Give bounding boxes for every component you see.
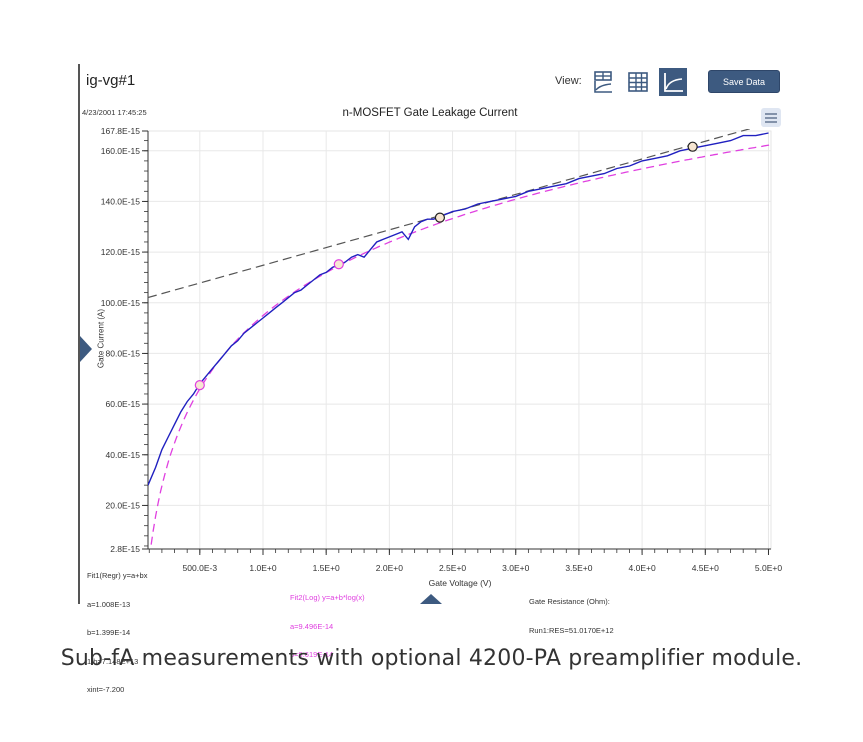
- graph-icon: [664, 73, 683, 92]
- y-tick-label: 160.0E-15: [101, 146, 140, 156]
- y-axis-label: Gate Current (A): [96, 308, 106, 369]
- fit1-annotation: Fit1(Regr) y=a+bx a=1.008E-13 b=1.399E-1…: [87, 552, 147, 704]
- y-tick-label: 140.0E-15: [101, 196, 140, 206]
- fit2-line: Fit2(Log) y=a+b*log(x): [290, 593, 365, 602]
- measured-line: [148, 132, 769, 486]
- grid-lines: [147, 130, 772, 550]
- fit1-line: 1/b=7.148E+13: [87, 656, 139, 666]
- axes: [147, 131, 771, 550]
- x-tick-label: 1.5E+0: [313, 563, 340, 573]
- fit-range-marker: [194, 379, 205, 391]
- fit1-line: b=1.399E-14: [87, 628, 131, 637]
- table-view-button[interactable]: [624, 68, 652, 96]
- x-tick-label: 500.0E-3: [183, 563, 218, 573]
- view-label: View:: [555, 75, 582, 87]
- x-tick-label: 2.5E+0: [439, 563, 466, 573]
- y-tick-label: 60.0E-15: [106, 399, 141, 409]
- hamburger-menu-icon: [765, 112, 777, 123]
- fit1-line: Fit1(Regr) y=a+bx: [87, 571, 148, 580]
- x-tick-label: 4.0E+0: [629, 563, 656, 573]
- graph-and-table-view-button[interactable]: [589, 68, 617, 96]
- graph-view-button[interactable]: [659, 68, 687, 96]
- x-tick-label: 3.5E+0: [565, 563, 592, 573]
- fit-range-marker: [687, 141, 698, 152]
- fit2-log-line: [149, 144, 770, 549]
- fit1-line: a=1.008E-13: [87, 599, 131, 609]
- save-data-button[interactable]: Save Data: [708, 70, 780, 93]
- resistance-line: Gate Resistance (Ohm):: [529, 597, 610, 606]
- x-tick-label: 2.0E+0: [376, 563, 403, 573]
- expand-bottom-panel-arrow[interactable]: [420, 594, 442, 604]
- fit-range-marker: [434, 212, 446, 223]
- fit2-annotation: Fit2(Log) y=a+b*log(x) a=9.496E-14 b=9.6…: [290, 574, 365, 669]
- chart-menu-button[interactable]: [761, 108, 781, 127]
- x-tick-label: 1.0E+0: [249, 563, 276, 573]
- markers-layer: [194, 141, 698, 391]
- x-tick-label: 3.0E+0: [502, 563, 529, 573]
- fit2-line: a=9.496E-14: [290, 621, 334, 631]
- fit2-line: b=9.619E-14: [290, 650, 334, 659]
- table-icon: [628, 72, 648, 92]
- graph-panel: [78, 64, 792, 604]
- resistance-line: Run1:RES=51.0170E+12: [529, 625, 614, 635]
- series-layer: [148, 129, 770, 549]
- timestamp: 4/23/2001 17:45:25: [82, 108, 147, 117]
- x-tick-label: 4.5E+0: [692, 563, 719, 573]
- y-tick-label: 120.0E-15: [101, 247, 140, 257]
- resistance-annotation: Gate Resistance (Ohm): Run1:RES=51.0170E…: [529, 578, 614, 645]
- x-axis-ticks: 500.0E-3 1.0E+0 1.5E+0 2.0E+0 2.5E+0 3.0E+0 3.…: [148, 549, 782, 573]
- fit1-line: xint=-7.200: [87, 685, 125, 694]
- y-tick-label: 20.0E-15: [106, 500, 141, 510]
- caption: Sub-fA measurements with optional 4200-P…: [60, 646, 803, 671]
- graph-table-icon: [594, 71, 612, 93]
- y-tick-label: 40.0E-15: [106, 450, 141, 460]
- chart-title: n-MOSFET Gate Leakage Current: [342, 107, 518, 119]
- y-tick-label: 167.8E-15: [101, 126, 140, 136]
- y-axis-ticks: 2.8E-15 20.0E-15 40.0E-15 60.0E-15 80.0E-15 1…: [101, 126, 148, 554]
- y-tick-label: 100.0E-15: [101, 298, 140, 308]
- y-tick-label: 80.0E-15: [106, 348, 141, 358]
- test-title: ig-vg#1: [86, 72, 136, 89]
- plot-frame: [147, 130, 772, 550]
- expand-left-panel-arrow[interactable]: [80, 336, 92, 362]
- x-axis-label: Gate Voltage (V): [428, 578, 492, 588]
- fit-range-marker: [333, 259, 344, 270]
- y-tick-label: 2.8E-15: [110, 544, 140, 554]
- x-tick-label: 5.0E+0: [755, 563, 782, 573]
